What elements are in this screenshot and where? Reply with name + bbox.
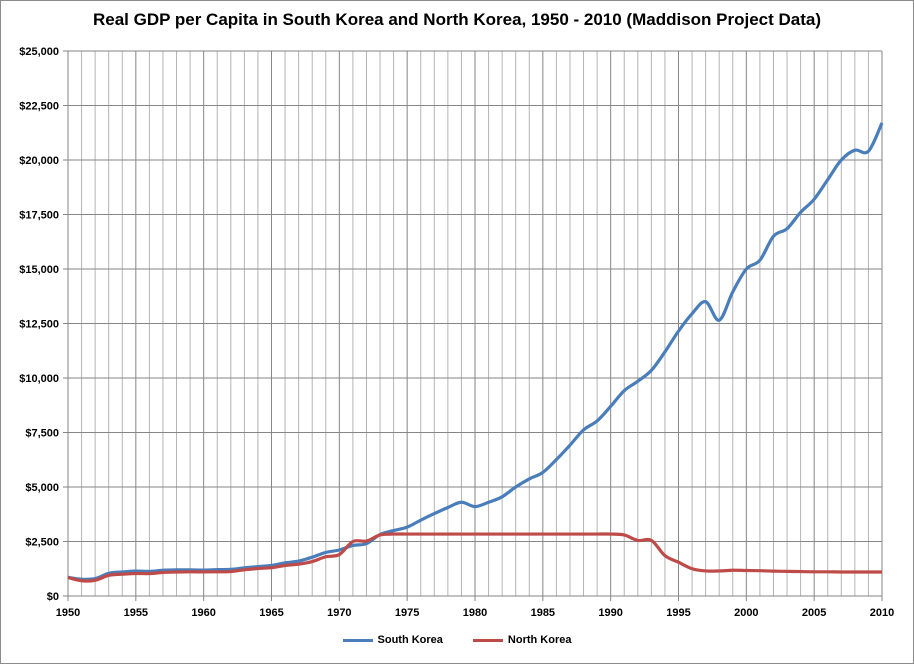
y-tick-label: $15,000 bbox=[19, 264, 59, 276]
y-tick-label: $7,500 bbox=[25, 428, 59, 440]
x-tick-label: 2005 bbox=[802, 607, 826, 619]
y-tick-label: $20,000 bbox=[19, 155, 59, 167]
x-tick-label: 1985 bbox=[531, 607, 555, 619]
x-tick-label: 1995 bbox=[666, 607, 690, 619]
x-tick-label: 1980 bbox=[463, 607, 487, 619]
y-tick-label: $17,500 bbox=[19, 210, 59, 222]
chart-title: Real GDP per Capita in South Korea and N… bbox=[92, 10, 822, 29]
legend-swatch-south-korea bbox=[342, 638, 373, 642]
y-tick-label: $0 bbox=[47, 591, 59, 603]
y-tick-label: $22,500 bbox=[19, 101, 59, 113]
x-tick-label: 1955 bbox=[124, 607, 148, 619]
legend-item-south-korea: South Korea bbox=[342, 634, 443, 646]
x-tick-label: 2000 bbox=[734, 607, 758, 619]
x-tick-label: 2010 bbox=[870, 607, 894, 619]
y-tick-label: $25,000 bbox=[19, 46, 59, 58]
legend: South Korea North Korea bbox=[0, 634, 914, 646]
legend-label: South Korea bbox=[377, 634, 443, 646]
y-tick-label: $2,500 bbox=[25, 537, 59, 549]
x-tick-label: 1975 bbox=[395, 607, 419, 619]
x-tick-label: 1960 bbox=[191, 607, 215, 619]
x-tick-label: 1950 bbox=[56, 607, 80, 619]
x-tick-label: 1990 bbox=[598, 607, 622, 619]
legend-item-north-korea: North Korea bbox=[472, 634, 572, 646]
x-tick-label: 1965 bbox=[259, 607, 283, 619]
y-tick-label: $5,000 bbox=[25, 482, 59, 494]
x-tick-label: 1970 bbox=[327, 607, 351, 619]
series-line-south-korea bbox=[67, 122, 884, 581]
y-tick-label: $12,500 bbox=[19, 319, 59, 331]
series-line-north-korea bbox=[67, 532, 882, 583]
legend-swatch-north-korea bbox=[472, 638, 503, 642]
y-tick-label: $10,000 bbox=[19, 373, 59, 385]
legend-label: North Korea bbox=[507, 634, 572, 646]
